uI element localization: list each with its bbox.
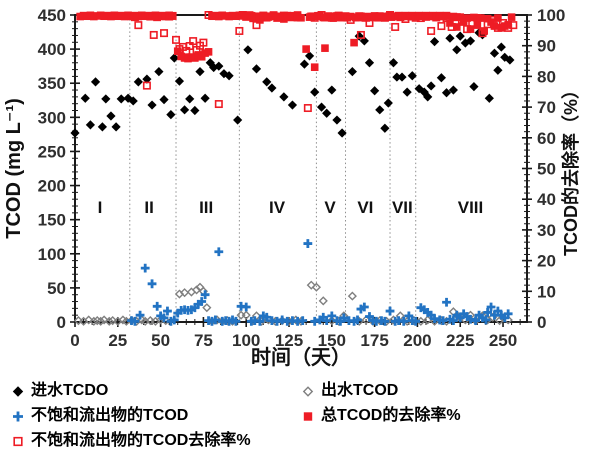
- svg-text:225: 225: [446, 331, 474, 350]
- legend-label-unsaturated: 不饱和流出物的TCOD: [31, 407, 189, 424]
- svg-text:150: 150: [38, 211, 66, 230]
- svg-text:70: 70: [537, 98, 556, 117]
- svg-text:10: 10: [537, 282, 556, 301]
- legend-item-influent-tcod: 进水TCDO: [10, 383, 108, 399]
- filled-square-icon: [303, 412, 313, 421]
- svg-text:100: 100: [38, 245, 66, 264]
- legend-label-total-removal: 总TCOD的去除率%: [321, 407, 461, 424]
- svg-text:40: 40: [537, 190, 556, 209]
- svg-text:III: III: [199, 198, 213, 217]
- svg-text:75: 75: [194, 331, 213, 350]
- svg-text:50: 50: [151, 331, 170, 350]
- open-diamond-icon: [302, 386, 314, 397]
- svg-text:50: 50: [47, 279, 66, 298]
- svg-text:0: 0: [57, 313, 66, 332]
- filled-diamond-icon: [12, 386, 24, 397]
- svg-text:100: 100: [537, 6, 565, 25]
- legend-item-effluent-tcod: 出水TCOD: [300, 383, 398, 399]
- svg-text:250: 250: [38, 142, 66, 161]
- svg-text:400: 400: [38, 40, 66, 59]
- svg-text:30: 30: [537, 221, 556, 240]
- legend-item-total-removal: 总TCOD的去除率%: [300, 408, 461, 424]
- svg-text:175: 175: [360, 331, 388, 350]
- svg-text:VIII: VIII: [458, 198, 484, 217]
- svg-text:200: 200: [403, 331, 431, 350]
- legend-label-influent: 进水TCDO: [31, 382, 109, 399]
- svg-text:250: 250: [489, 331, 517, 350]
- svg-text:25: 25: [108, 331, 127, 350]
- svg-text:I: I: [98, 198, 103, 217]
- svg-text:VII: VII: [392, 198, 413, 217]
- svg-text:20: 20: [537, 252, 556, 271]
- legend-item-unsaturated-tcod: 不饱和流出物的TCOD: [10, 408, 188, 424]
- open-square-icon: [13, 436, 23, 447]
- svg-text:时间（天）: 时间（天）: [251, 346, 351, 369]
- svg-text:90: 90: [537, 37, 556, 56]
- legend-label-unsaturated-removal: 不饱和流出物的TCOD去除率%: [31, 432, 251, 449]
- svg-text:100: 100: [232, 331, 260, 350]
- svg-text:150: 150: [318, 331, 346, 350]
- svg-text:TCOD (mg L⁻¹): TCOD (mg L⁻¹): [3, 98, 25, 239]
- svg-text:300: 300: [38, 108, 66, 127]
- svg-text:50: 50: [537, 160, 556, 179]
- svg-text:0: 0: [537, 313, 546, 332]
- svg-text:V: V: [324, 198, 336, 217]
- legend-label-effluent: 出水TCOD: [321, 382, 399, 399]
- svg-text:VI: VI: [357, 198, 373, 217]
- svg-text:IV: IV: [269, 198, 286, 217]
- svg-text:0: 0: [70, 331, 79, 350]
- svg-text:350: 350: [38, 74, 66, 93]
- svg-text:125: 125: [275, 331, 303, 350]
- svg-text:200: 200: [38, 177, 66, 196]
- svg-text:450: 450: [38, 6, 66, 25]
- svg-text:TCOD的去除率（%）: TCOD的去除率（%）: [560, 81, 581, 256]
- blue-plus-icon: [13, 411, 23, 422]
- svg-text:60: 60: [537, 129, 556, 148]
- svg-text:II: II: [144, 198, 153, 217]
- svg-text:80: 80: [537, 67, 556, 86]
- legend-item-unsaturated-removal: 不饱和流出物的TCOD去除率%: [10, 433, 251, 449]
